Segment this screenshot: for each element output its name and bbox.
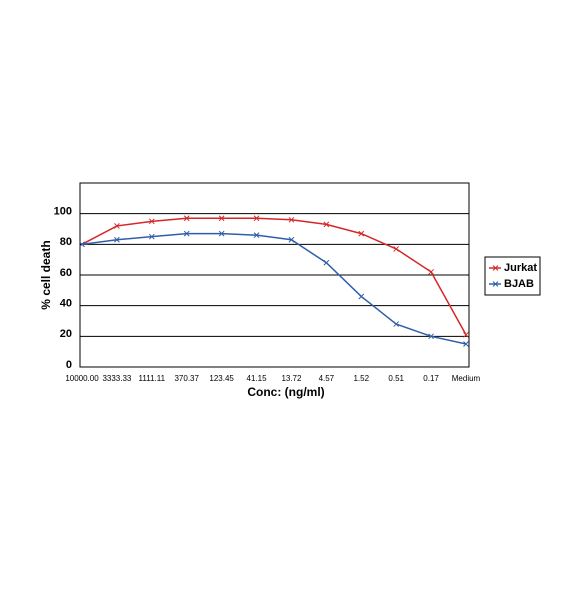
x-tick-label: 41.15 [247, 374, 268, 383]
y-tick-label: 40 [60, 298, 72, 310]
x-tick-label: Medium [452, 374, 481, 383]
data-point [358, 293, 365, 300]
x-tick-label: 1111.11 [139, 374, 166, 383]
data-point [463, 341, 469, 347]
data-point [288, 236, 295, 243]
series-line [81, 232, 467, 345]
x-tick-label: 10000.00 [65, 374, 99, 383]
data-point [358, 230, 365, 237]
legend-marker [492, 265, 499, 271]
x-tick-label: 3333.33 [102, 374, 131, 383]
data-point [218, 230, 225, 237]
data-point [114, 236, 120, 243]
legend-box [484, 256, 541, 296]
legend-label: BJAB [504, 278, 534, 290]
data-point [428, 333, 434, 340]
data-point [253, 232, 260, 238]
data-point [323, 259, 330, 266]
legend-marker [492, 281, 499, 287]
data-point [463, 331, 469, 338]
data-point [114, 223, 120, 229]
data-point [148, 218, 155, 225]
data-point [428, 269, 434, 275]
data-point [183, 230, 190, 237]
y-axis-label: % cell death [39, 240, 53, 309]
x-tick-label: 0.17 [423, 374, 439, 383]
y-tick-label: 20 [60, 328, 72, 340]
y-tick-label: 0 [66, 359, 72, 371]
data-point [288, 216, 295, 223]
x-tick-label: 0.51 [388, 374, 404, 383]
data-point [393, 246, 400, 252]
data-point [79, 241, 85, 248]
x-tick-label: 13.72 [281, 374, 302, 383]
y-tick-label: 100 [54, 206, 72, 218]
x-tick-label: 4.57 [319, 374, 335, 383]
x-tick-label: 123.45 [209, 374, 234, 383]
data-point [393, 321, 400, 327]
data-point [323, 221, 330, 228]
x-tick-label: 1.52 [353, 374, 369, 383]
data-point [148, 233, 155, 240]
data-point [253, 215, 260, 222]
y-tick-label: 60 [60, 267, 72, 279]
data-point [218, 215, 225, 222]
legend-label: Jurkat [504, 262, 537, 274]
series-line [81, 217, 467, 336]
x-axis-label: Conc: (ng/ml) [247, 385, 324, 399]
x-tick-label: 370.37 [174, 374, 199, 383]
data-point [183, 215, 190, 222]
y-tick-label: 80 [60, 236, 72, 248]
